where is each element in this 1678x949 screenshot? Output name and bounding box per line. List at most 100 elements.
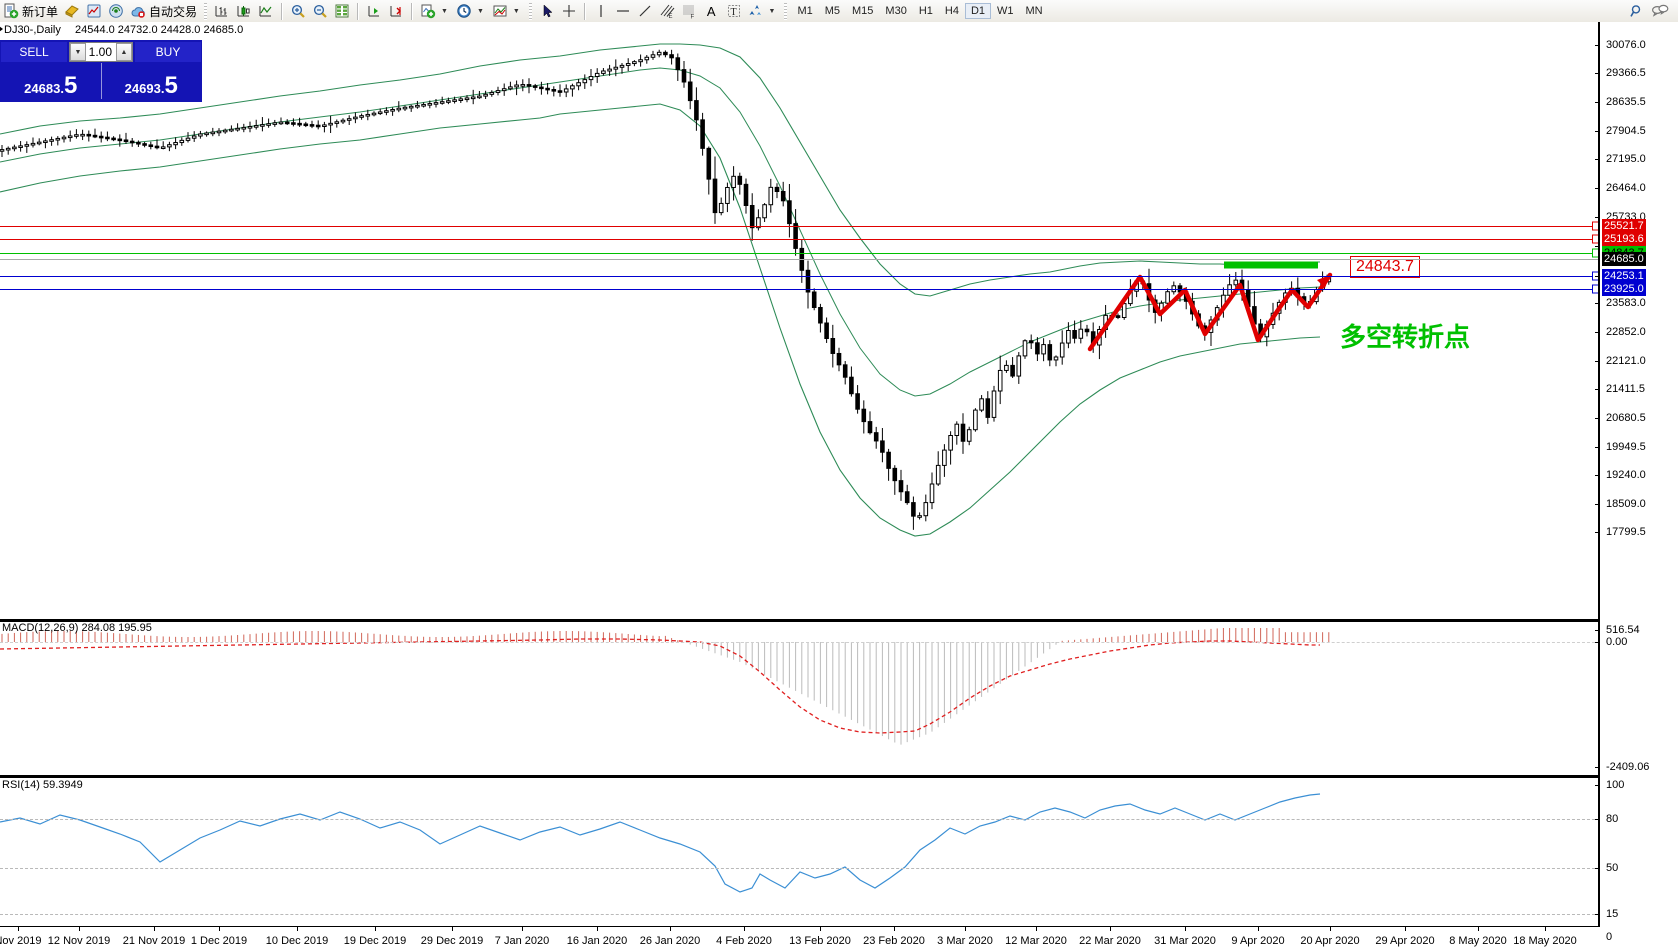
level-line-25521.7[interactable] [0, 225, 1600, 227]
date-axis-tick [1036, 927, 1037, 931]
main-toolbar: 新订单 [0, 0, 1678, 23]
price-axis-tick [1595, 131, 1600, 133]
price-axis-level-label-25521.7[interactable]: 25521.7 [1602, 218, 1646, 233]
price-axis-tick [1595, 246, 1600, 248]
buy-price[interactable]: 24693 . 5 [102, 63, 202, 99]
date-axis-label: 8 May 2020 [1449, 935, 1507, 947]
timeframe-m1[interactable]: M1 [797, 5, 813, 17]
volume-value[interactable]: 1.00 [88, 45, 112, 59]
clock-icon [456, 3, 472, 19]
horizontal-line-button[interactable] [612, 1, 634, 21]
timeframe-d1[interactable]: D1 [964, 3, 992, 19]
cursor-button[interactable] [536, 1, 558, 21]
price-axis-level-label-24685.0[interactable]: 24685.0 [1602, 251, 1646, 266]
timeframe-m15[interactable]: M15 [852, 5, 874, 17]
chat-button[interactable] [1648, 1, 1670, 21]
level-line-23925.0[interactable] [0, 289, 1600, 290]
timeframe-group: M1 M5 M15 M30 H1 H4 D1 W1 MN [791, 3, 1048, 19]
volume-decrease-icon[interactable]: ▼ [70, 43, 86, 61]
date-axis[interactable]: Nov 2019 12 Nov 2019 21 Nov 2019 1 Dec 2019… [0, 926, 1600, 949]
zoom-in-button[interactable] [287, 1, 309, 21]
market-watch-button[interactable] [83, 1, 105, 21]
level-line-24843.7[interactable] [0, 252, 1600, 254]
one-click-trading-panel[interactable]: SELL ▼ 1.00 ▲ BUY 24683 . 5 24693 . 5 [0, 40, 202, 102]
vertical-line-button[interactable] [590, 1, 612, 21]
date-axis-label: 16 Jan 2020 [566, 935, 628, 947]
text-icon: A [706, 3, 716, 19]
new-order-button[interactable]: 新订单 [0, 1, 61, 21]
indicators-chevron-down-icon[interactable]: ▼ [441, 7, 448, 15]
line-chart-button[interactable] [255, 1, 277, 21]
date-axis-tick [1185, 927, 1186, 931]
text-box-icon: T [726, 3, 742, 19]
charts-button[interactable] [61, 1, 83, 21]
price-axis-label: 19949.5 [1606, 440, 1646, 453]
level-line-24685.0[interactable] [0, 258, 1600, 260]
bar-chart-button[interactable] [211, 1, 233, 21]
timeframe-h1[interactable]: H1 [918, 5, 933, 17]
templates-chevron-down-icon[interactable]: ▼ [512, 7, 520, 15]
price-axis-label: 20680.5 [1606, 411, 1646, 424]
auto-scroll-button[interactable] [363, 1, 385, 21]
new-order-icon [3, 3, 19, 19]
rsi-level-80 [0, 819, 1600, 820]
date-axis-label: 13 Feb 2020 [789, 935, 851, 947]
periods-chevron-down-icon[interactable]: ▼ [476, 7, 484, 15]
macd-axis-tick [1595, 642, 1600, 643]
volume-stepper[interactable]: ▼ 1.00 ▲ [69, 42, 133, 62]
volume-increase-icon[interactable]: ▲ [116, 43, 132, 61]
autotrading-button[interactable]: 自动交易 [127, 1, 200, 21]
buy-button[interactable]: BUY [135, 42, 201, 62]
text-object-button[interactable]: T [723, 1, 745, 21]
signals-icon [108, 3, 124, 19]
chart-shift-button[interactable] [385, 1, 407, 21]
sell-price-integer: 24683 [24, 81, 61, 96]
price-axis-label: 23583.0 [1606, 296, 1646, 309]
timeframe-m30[interactable]: M30 [885, 5, 907, 17]
sell-button[interactable]: SELL [1, 42, 67, 62]
sell-price[interactable]: 24683 . 5 [1, 63, 101, 99]
signals-button[interactable] [105, 1, 127, 21]
svg-text:T: T [730, 7, 736, 18]
shapes-chevron-down-icon[interactable]: ▼ [768, 7, 776, 15]
sell-price-separator: . [60, 81, 64, 96]
rsi-axis-label: 15 [1606, 908, 1619, 920]
price-axis-level-label-23925.0[interactable]: 23925.0 [1602, 282, 1646, 296]
date-axis-label: 26 Jan 2020 [639, 935, 701, 947]
equidistant-channel-button[interactable]: E [656, 1, 678, 21]
price-axis-level-label-24253.1[interactable]: 24253.1 [1602, 268, 1646, 283]
timeframe-m5[interactable]: M5 [824, 5, 841, 17]
chart-area[interactable]: DJ30-,Daily 24544.0 24732.0 24428.0 2468… [0, 22, 1678, 949]
indicators-button[interactable]: ▼ [417, 1, 453, 21]
text-label-button[interactable]: A [700, 1, 723, 21]
periods-button[interactable]: ▼ [453, 1, 489, 21]
shapes-icon [748, 3, 764, 19]
date-axis-label: 31 Mar 2020 [1154, 935, 1216, 947]
level-line-24253.1[interactable] [0, 275, 1600, 277]
toolbar-grip-2 [528, 2, 532, 20]
chart-collapse-arrow-icon[interactable] [0, 26, 3, 32]
price-axis-level-label-25193.6[interactable]: 25193.6 [1602, 231, 1646, 246]
timeframe-mn[interactable]: MN [1025, 5, 1043, 17]
macd-axis-tick [1595, 767, 1600, 768]
fibonacci-button[interactable]: F [678, 1, 700, 21]
candlestick-chart-button[interactable] [233, 1, 255, 21]
zoom-out-button[interactable] [309, 1, 331, 21]
search-button[interactable] [1626, 1, 1648, 21]
chart-header: DJ30-,Daily 24544.0 24732.0 24428.0 2468… [4, 24, 243, 36]
price-axis-label: 22121.0 [1606, 354, 1646, 367]
price-axis[interactable]: 30076.0 29366.5 28635.5 27904.5 27195.0 26464… [1595, 22, 1678, 949]
timeframe-h4[interactable]: H4 [944, 5, 959, 17]
timeframe-w1[interactable]: W1 [997, 5, 1014, 17]
templates-button[interactable]: ▼ [489, 1, 525, 21]
level-line-25193.6[interactable] [0, 238, 1600, 240]
rsi-pane-divider [0, 775, 1600, 778]
trendline-button[interactable] [634, 1, 656, 21]
data-window-button[interactable] [331, 1, 353, 21]
price-axis-label: 18509.0 [1606, 497, 1646, 510]
shapes-button[interactable]: ▼ [745, 1, 781, 21]
price-axis-label: 21411.5 [1606, 382, 1645, 395]
price-tag-label[interactable]: 24843.7 [1350, 256, 1420, 278]
cursor-arrow-icon [539, 3, 555, 19]
crosshair-button[interactable] [558, 1, 580, 21]
